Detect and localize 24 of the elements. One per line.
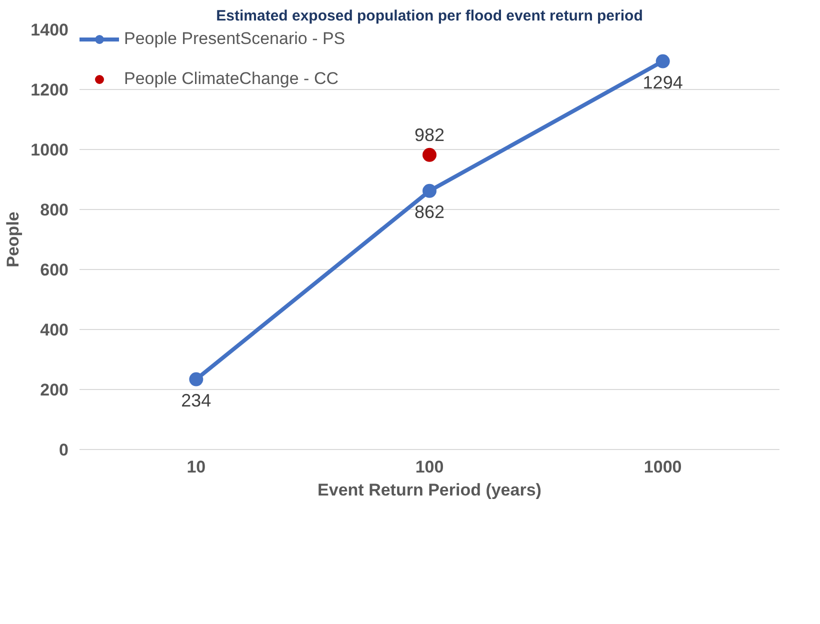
x-tick-label: 10 xyxy=(186,458,206,476)
y-axis-title: People xyxy=(4,212,23,268)
data-label: 234 xyxy=(181,390,212,410)
x-tick-label: 1000 xyxy=(644,458,682,476)
chart-title: Estimated exposed population per flood event return period xyxy=(216,8,643,24)
y-tick-label: 1200 xyxy=(30,80,69,100)
legend-label: People PresentScenario - PS xyxy=(124,29,346,49)
data-label: 1294 xyxy=(642,72,683,92)
y-tick-label: 400 xyxy=(40,320,69,340)
data-label: 982 xyxy=(414,124,445,145)
y-tick-label: 1000 xyxy=(30,140,69,160)
y-tick-label: 200 xyxy=(40,380,69,400)
point xyxy=(422,184,436,198)
y-tick-label: 0 xyxy=(59,440,69,460)
point xyxy=(189,372,204,386)
x-tick-label: 100 xyxy=(415,458,444,476)
data-label: 862 xyxy=(414,202,445,222)
y-tick-label: 1400 xyxy=(30,20,69,40)
legend-label: People ClimateChange - CC xyxy=(124,69,338,89)
y-tick-label: 600 xyxy=(40,260,69,280)
y-tick-label: 800 xyxy=(40,200,69,220)
point xyxy=(422,148,436,162)
x-axis-title: Event Return Period (years) xyxy=(318,480,542,500)
point xyxy=(656,54,670,68)
